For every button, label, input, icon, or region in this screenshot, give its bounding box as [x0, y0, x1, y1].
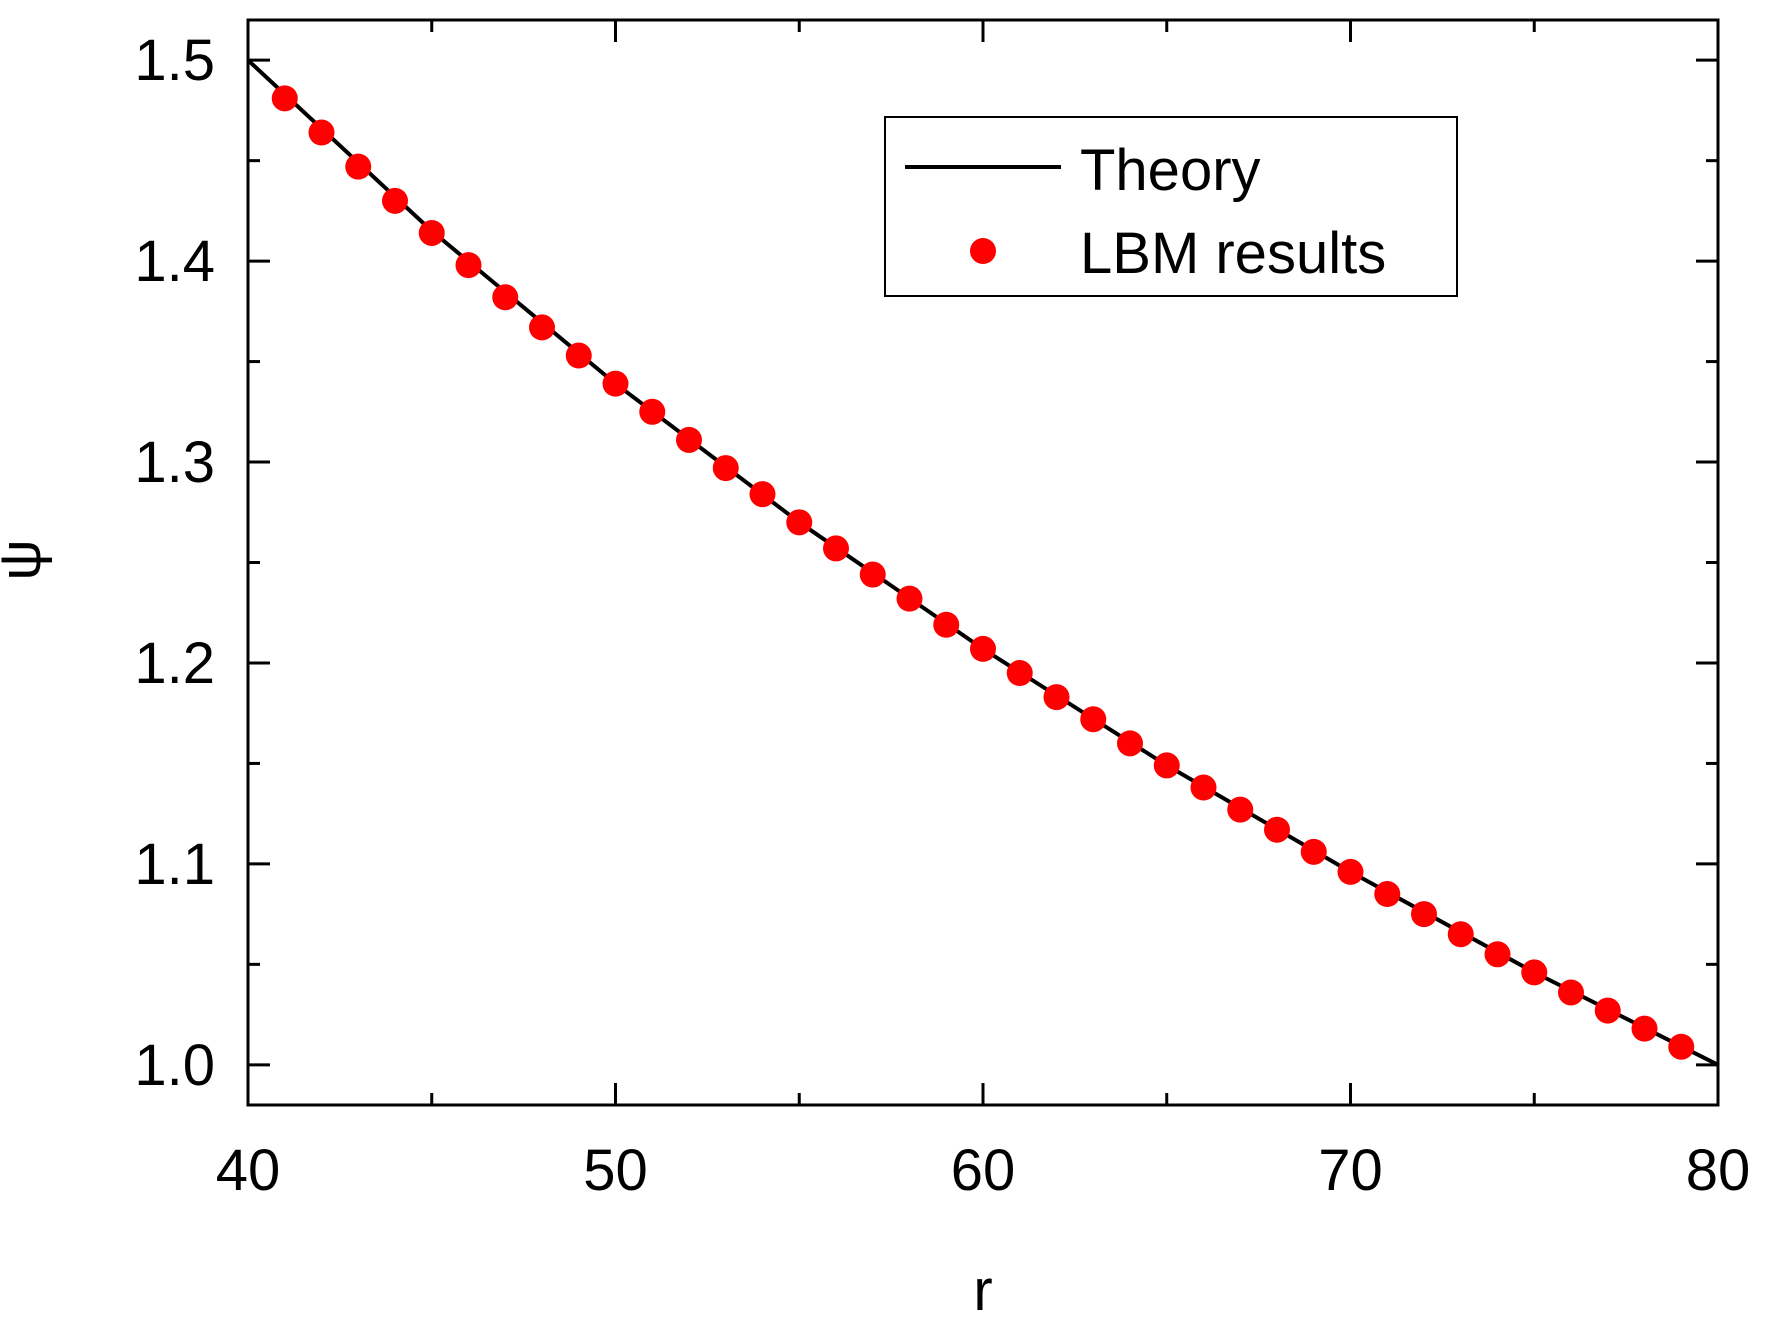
lbm-point	[1337, 858, 1364, 885]
lbm-point	[418, 219, 445, 246]
y-tick-label: 1.5	[134, 28, 215, 93]
lbm-point	[859, 561, 886, 588]
lbm-point	[1631, 1015, 1658, 1042]
lbm-point	[602, 370, 629, 397]
lbm-point	[1594, 997, 1621, 1024]
lbm-point	[345, 153, 372, 180]
lbm-point	[455, 252, 482, 279]
lbm-point	[712, 455, 739, 482]
lbm-point	[896, 585, 923, 612]
lbm-point	[1300, 838, 1327, 865]
lbm-point	[382, 187, 408, 214]
legend-theory-label: Theory	[1080, 138, 1261, 203]
y-tick-label: 1.1	[134, 832, 215, 897]
lbm-point	[1006, 660, 1033, 687]
lbm-point	[933, 611, 960, 638]
lbm-point	[823, 535, 849, 562]
lbm-point	[1043, 684, 1070, 711]
legend-lbm-label: LBM results	[1080, 221, 1386, 286]
lbm-point	[1411, 901, 1437, 928]
plot-frame	[246, 18, 1720, 1107]
lbm-point	[1668, 1033, 1695, 1060]
y-tick-label: 1.4	[134, 229, 215, 294]
lbm-point	[749, 481, 776, 508]
series-layer	[246, 58, 1719, 1067]
legend-lbm-marker	[970, 238, 996, 264]
lbm-point	[786, 509, 813, 536]
lbm-point	[1153, 752, 1180, 779]
lbm-point	[639, 398, 666, 425]
ticks-layer: 40 50 60 70 80 1.0 1.1 1.2 1.3 1.4 1.5	[134, 20, 1750, 1203]
x-tick-label: 80	[1686, 1138, 1751, 1203]
y-tick-label: 1.2	[134, 631, 215, 696]
lbm-point	[1190, 774, 1217, 801]
y-axis-label: ψ	[0, 539, 53, 580]
lbm-point	[1374, 881, 1401, 908]
lbm-point	[1080, 706, 1107, 733]
lbm-point	[529, 314, 555, 341]
legend: Theory LBM results	[884, 116, 1458, 297]
lbm-point	[676, 426, 702, 453]
x-tick-label: 70	[1318, 1138, 1383, 1203]
lbm-point	[1484, 941, 1511, 968]
lbm-point	[1264, 816, 1290, 843]
lbm-point	[492, 284, 519, 311]
lbm-point	[1558, 979, 1584, 1006]
y-tick-label: 1.0	[134, 1033, 215, 1098]
lbm-point	[308, 119, 335, 146]
lbm-point	[970, 635, 996, 662]
x-tick-label: 60	[951, 1138, 1016, 1203]
lbm-point	[271, 85, 298, 112]
x-tick-label: 40	[216, 1138, 281, 1203]
lbm-point	[565, 342, 592, 369]
x-axis-label: r	[973, 1258, 992, 1323]
lbm-point	[1117, 730, 1143, 757]
lbm-point	[1521, 959, 1548, 986]
lbm-point	[1227, 796, 1254, 823]
lbm-point	[1447, 921, 1474, 948]
y-tick-label: 1.3	[134, 430, 215, 495]
x-tick-label: 50	[583, 1138, 648, 1203]
legend-box	[884, 116, 1458, 297]
